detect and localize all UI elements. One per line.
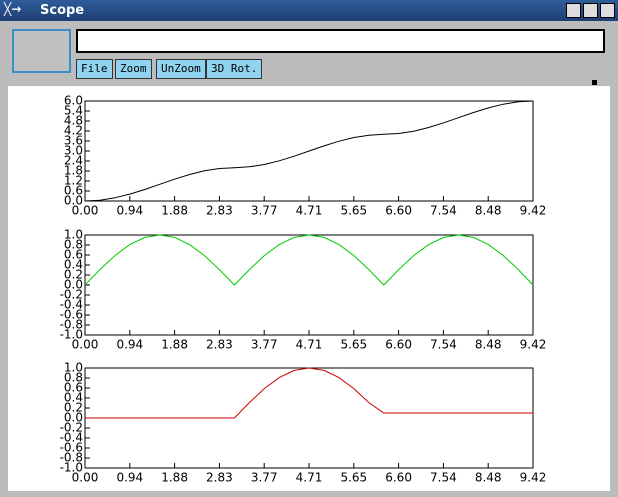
y-tick-label: 0.4 <box>64 391 83 405</box>
y-tick-label: 0.8 <box>64 238 83 252</box>
x-tick-label: 1.88 <box>161 471 188 485</box>
x-tick-label: 8.48 <box>475 338 502 352</box>
y-tick-label: 4.2 <box>64 124 83 138</box>
y-tick-label: 3.6 <box>64 134 83 148</box>
y-tick-label: 0.6 <box>64 248 83 262</box>
x-tick-label: 5.65 <box>340 471 367 485</box>
y-tick-label: 1.0 <box>64 361 83 375</box>
x-tick-label: 3.77 <box>251 338 278 352</box>
y-tick-label: 0.2 <box>64 401 83 415</box>
y-tick-label: 1.8 <box>64 164 83 178</box>
x-tick-label: 6.60 <box>385 338 412 352</box>
y-tick-label: 1.0 <box>64 228 83 242</box>
maximize-button[interactable] <box>583 3 598 18</box>
x-tick-label: 0.94 <box>116 471 143 485</box>
x-tick-label: 0.00 <box>72 338 99 352</box>
data-line <box>85 367 533 419</box>
x-tick-label: 5.65 <box>340 204 367 218</box>
x-tick-label: 3.77 <box>251 471 278 485</box>
thumbnail[interactable] <box>12 29 71 73</box>
x-tick-label: 8.48 <box>475 204 502 218</box>
x-tick-label: 9.42 <box>520 471 547 485</box>
x-tick-label: 4.71 <box>296 204 323 218</box>
y-tick-label: -0.4 <box>60 431 83 445</box>
x-tick-label: 6.60 <box>385 471 412 485</box>
title-bar: ╳→ Scope <box>0 0 618 21</box>
x-tick-label: 0.00 <box>72 471 99 485</box>
x-tick-label: 1.88 <box>161 338 188 352</box>
data-line <box>84 234 534 286</box>
y-tick-label: 0.0 <box>64 278 83 292</box>
x-tick-label: 7.54 <box>430 204 457 218</box>
zoom-button[interactable]: Zoom <box>115 59 152 79</box>
x-tick-label: 7.54 <box>430 471 457 485</box>
y-tick-label: 5.4 <box>64 104 83 118</box>
y-tick-label: 0.8 <box>64 371 83 385</box>
y-tick-label: -0.8 <box>60 318 83 332</box>
y-tick-label: 0.0 <box>64 411 83 425</box>
y-tick-label: 3.0 <box>64 144 83 158</box>
x-tick-label: 2.83 <box>206 338 233 352</box>
x-tick-label: 4.71 <box>296 338 323 352</box>
x-tick-label: 3.77 <box>251 204 278 218</box>
plots: 0.00.61.21.82.43.03.64.24.85.46.00.00 0.9… <box>60 94 547 485</box>
plot-area: 0.0 0.6 1.2 1.8 2.4 3.0 3.6 4.2 4.8 5.4 6.0 0.00 0.9… <box>8 86 610 491</box>
x-tick-label: 4.71 <box>296 471 323 485</box>
window-title: Scope <box>40 3 85 18</box>
command-input[interactable] <box>76 29 605 53</box>
x-tick-label: 9.42 <box>520 204 547 218</box>
data-line <box>84 100 534 202</box>
y-tick-label: 0.2 <box>64 268 83 282</box>
x-tick-label: 2.83 <box>206 471 233 485</box>
y-tick-label: 4.8 <box>64 114 83 128</box>
y-tick-label: 0.0 <box>64 194 83 208</box>
close-button[interactable] <box>600 3 615 18</box>
window-icon: ╳→ <box>4 2 22 16</box>
x-tick-label: 7.54 <box>430 338 457 352</box>
x-tick-label: 0.94 <box>116 338 143 352</box>
y-tick-label: -0.6 <box>60 308 83 322</box>
x-tick-label: 0.00 <box>72 204 99 218</box>
plot-frame <box>84 234 534 336</box>
y-tick-label: -0.6 <box>60 441 83 455</box>
y-tick-label: 2.4 <box>64 154 83 168</box>
x-tick-label: 6.60 <box>385 204 412 218</box>
x-tick-label: 0.94 <box>116 204 143 218</box>
x-tick-label: 1.88 <box>161 204 188 218</box>
x-tick-label: 2.83 <box>206 204 233 218</box>
rot3d-button[interactable]: 3D Rot. <box>206 59 263 79</box>
y-tick-label: 0.6 <box>64 381 83 395</box>
y-tick-label: -1.0 <box>60 461 83 475</box>
x-tick-label: 9.42 <box>520 338 547 352</box>
unzoom-button[interactable]: UnZoom <box>156 59 206 79</box>
x-tick-label: 5.65 <box>340 338 367 352</box>
y-tick-label: 6.0 <box>64 94 83 108</box>
y-tick-label: -0.8 <box>60 451 83 465</box>
y-tick-label: -0.2 <box>60 421 83 435</box>
y-tick-label: -0.2 <box>60 288 83 302</box>
y-tick-label: 1.2 <box>64 174 83 188</box>
resize-grip <box>592 80 597 85</box>
y-tick-label: -1.0 <box>60 328 83 342</box>
x-tick-label: 8.48 <box>475 471 502 485</box>
y-tick-label: -0.4 <box>60 298 83 312</box>
y-tick-label: 0.4 <box>64 258 83 272</box>
file-button[interactable]: File <box>76 59 113 79</box>
minimize-button[interactable] <box>566 3 581 18</box>
y-tick-label: 0.6 <box>64 184 83 198</box>
